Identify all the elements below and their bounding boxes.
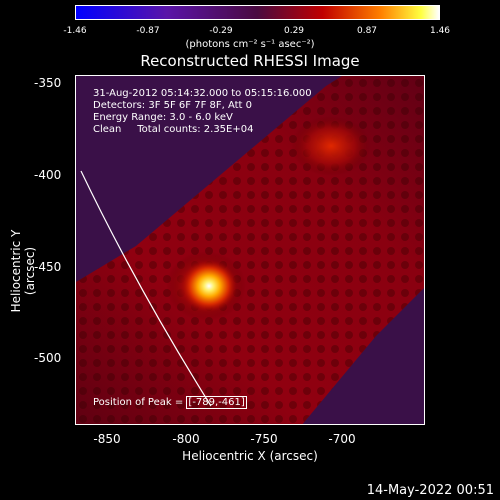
image-canvas — [76, 76, 424, 424]
y-axis-label: Heliocentric Y (arcsec) — [9, 229, 37, 313]
y-tick: -500 — [34, 351, 62, 365]
timestamp: 14-May-2022 00:51 — [366, 483, 494, 498]
x-tick: -800 — [172, 432, 200, 446]
x-tick: -850 — [93, 432, 121, 446]
info-detectors: Detectors: 3F 5F 6F 7F 8F, Att 0 — [93, 100, 253, 111]
x-tick: -700 — [328, 432, 356, 446]
colorbar-tick: -1.46 — [63, 26, 87, 36]
colorbar-unit: (photons cm⁻² s⁻¹ asec⁻²) — [185, 39, 315, 50]
colorbar — [75, 5, 440, 20]
peak-position: Position of Peak = [-789,-461] — [93, 396, 247, 409]
colorbar-tick: -0.87 — [136, 26, 160, 36]
y-tick: -350 — [34, 76, 62, 90]
colorbar-tick: 0.29 — [283, 26, 305, 36]
image-title: Reconstructed RHESSI Image — [140, 52, 360, 70]
info-energy-range: Energy Range: 3.0 - 6.0 keV — [93, 112, 233, 123]
peak-value: [-789,-461] — [186, 396, 247, 409]
info-time-range: 31-Aug-2012 05:14:32.000 to 05:15:16.000 — [93, 88, 312, 99]
colorbar-tick: -0.29 — [209, 26, 233, 36]
colorbar-tick: 0.87 — [356, 26, 378, 36]
rhessi-image — [75, 75, 425, 425]
y-tick: -400 — [34, 168, 62, 182]
colorbar-tick: 1.46 — [429, 26, 451, 36]
x-axis-label: Heliocentric X (arcsec) — [182, 449, 318, 463]
y-tick: -450 — [34, 260, 62, 274]
x-tick: -750 — [250, 432, 278, 446]
info-clean-counts: Clean Total counts: 2.35E+04 — [93, 124, 254, 135]
peak-label: Position of Peak = — [93, 397, 187, 408]
